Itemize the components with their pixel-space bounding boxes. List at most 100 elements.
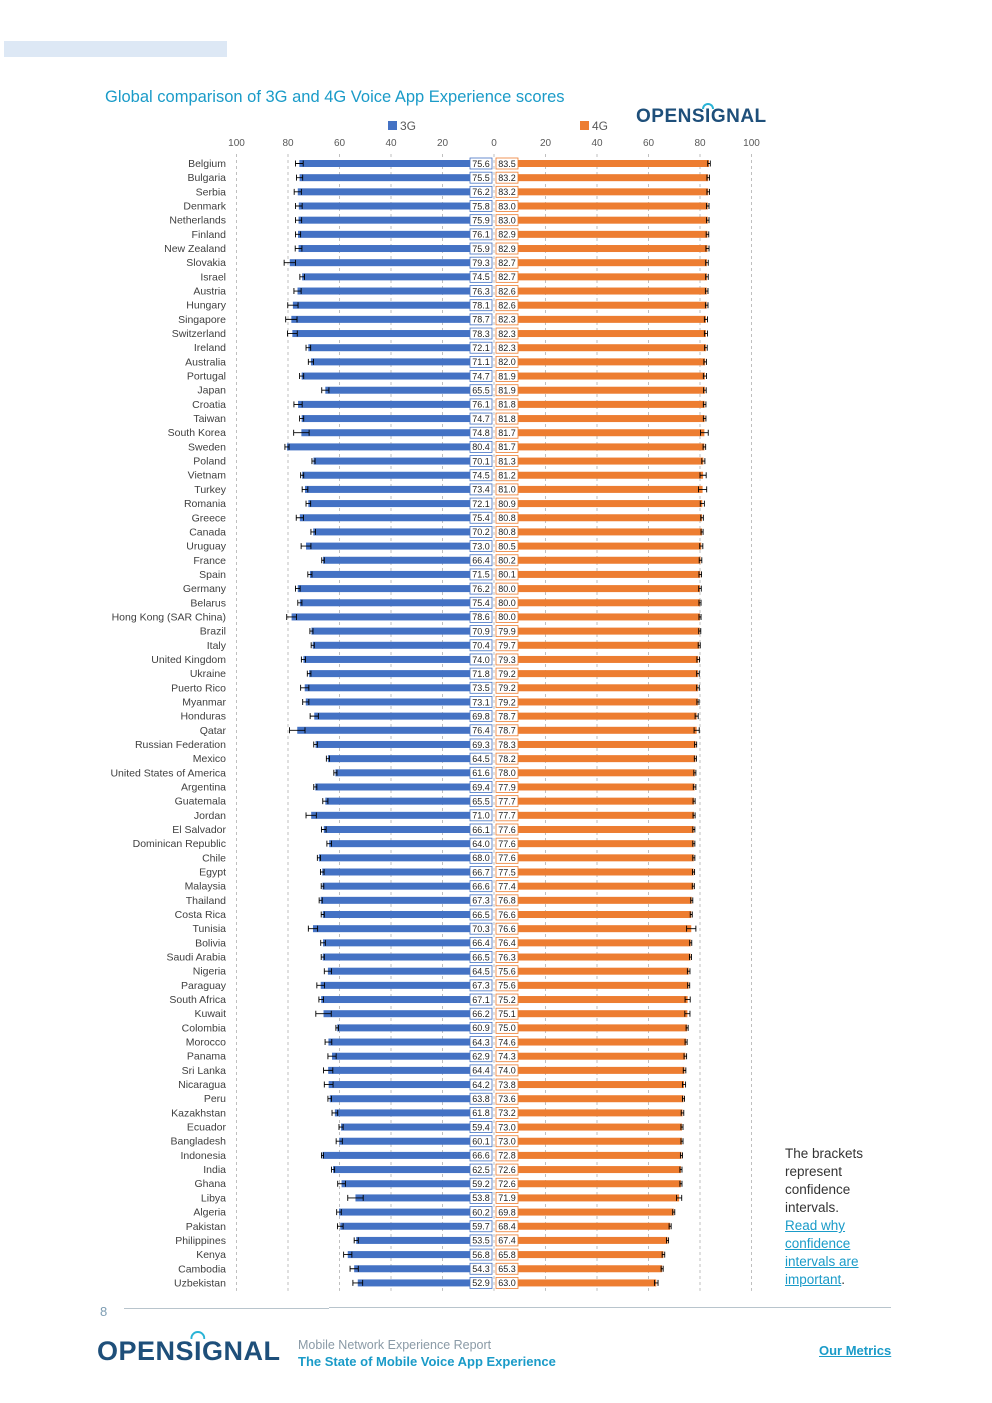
bar-3g (297, 726, 470, 734)
data-label-4g: 79.2 (498, 683, 516, 693)
ci-bracket-3g (295, 217, 303, 224)
data-label-3g: 66.4 (472, 556, 490, 566)
data-label-4g: 80.9 (498, 499, 516, 509)
bar-3g (341, 1123, 470, 1131)
data-label-3g: 66.2 (472, 1009, 490, 1019)
value-box-3g (469, 851, 493, 864)
bar-3g (325, 797, 470, 805)
value-box-4g (495, 398, 519, 411)
ci-bracket-4g (698, 599, 702, 606)
value-box-4g (495, 469, 519, 482)
ci-bracket-3g (295, 160, 304, 167)
data-label-3g: 70.3 (472, 924, 490, 934)
ci-bracket-3g (287, 330, 298, 337)
footer-rule (329, 1307, 891, 1308)
ci-bracket-4g (702, 443, 707, 450)
data-label-4g: 81.0 (498, 485, 516, 495)
data-label-3g: 60.2 (472, 1207, 490, 1217)
country-label: Malaysia (185, 881, 227, 893)
ci-bracket-3g (321, 557, 325, 564)
ci-bracket-3g (327, 1053, 337, 1060)
data-label-4g: 80.2 (498, 556, 516, 566)
value-box-3g (469, 1106, 493, 1119)
bar-4g (518, 1279, 657, 1287)
bar-4g (518, 1024, 688, 1032)
value-box-4g (495, 1192, 519, 1204)
data-label-4g: 78.0 (498, 768, 516, 778)
ci-bracket-4g (703, 358, 707, 365)
data-label-3g: 66.5 (472, 910, 490, 920)
value-box-3g (469, 384, 493, 397)
ci-bracket-3g (293, 288, 302, 295)
bar-4g (518, 415, 705, 423)
bar-4g (518, 769, 695, 777)
ci-bracket-3g (289, 727, 306, 734)
bar-3g (322, 1151, 470, 1159)
data-label-4g: 75.0 (498, 1023, 516, 1033)
data-label-3g: 73.5 (472, 683, 490, 693)
bar-3g (357, 1279, 470, 1287)
bar-4g (518, 981, 689, 989)
data-label-3g: 74.8 (472, 428, 490, 438)
bar-4g (518, 216, 708, 224)
data-label-4g: 77.4 (498, 881, 516, 891)
footer-report-name: Mobile Network Experience Report (298, 1338, 492, 1352)
footer-report-title: The State of Mobile Voice App Experience (298, 1354, 556, 1369)
ci-bracket-3g (331, 1166, 336, 1173)
bar-4g (518, 585, 700, 593)
x-tick-label-left: 80 (282, 138, 294, 149)
bar-3g (302, 273, 470, 281)
ci-bracket-3g (300, 684, 310, 691)
data-label-3g: 76.2 (472, 187, 490, 197)
bar-3g (303, 655, 470, 663)
value-box-3g (469, 355, 493, 368)
data-label-3g: 78.6 (472, 612, 490, 622)
data-label-3g: 73.0 (472, 541, 490, 551)
data-label-3g: 67.1 (472, 995, 490, 1005)
ci-bracket-3g (286, 613, 297, 620)
value-box-3g (469, 1192, 493, 1204)
bar-3g (338, 1208, 470, 1216)
bar-3g (298, 230, 470, 238)
side-note-trail: . (841, 1272, 846, 1287)
our-metrics-link[interactable]: Our Metrics (819, 1343, 892, 1358)
value-box-4g (495, 908, 519, 921)
ci-bracket-3g (302, 698, 310, 705)
country-label: Uruguay (186, 541, 226, 553)
bar-4g (518, 613, 700, 621)
ci-bracket-3g (349, 1265, 359, 1272)
ci-bracket-3g (300, 656, 306, 663)
data-label-3g: 70.2 (472, 527, 490, 537)
ci-bracket-3g (293, 401, 303, 408)
value-box-4g (495, 1021, 519, 1034)
ci-bracket-3g (336, 1209, 342, 1216)
value-box-3g (469, 200, 493, 212)
data-label-4g: 80.0 (498, 584, 516, 594)
data-label-4g: 80.1 (498, 570, 516, 580)
value-box-3g (469, 540, 493, 552)
ci-bracket-3g (307, 358, 314, 365)
value-box-4g (495, 313, 519, 326)
value-box-4g (495, 171, 519, 184)
ci-bracket-3g (323, 968, 332, 975)
ci-bracket-3g (343, 1251, 353, 1258)
confidence-interval-link[interactable]: Read why confidence intervals are import… (785, 1218, 859, 1287)
data-label-3g: 74.7 (472, 371, 490, 381)
ci-bracket-3g (337, 1180, 346, 1187)
x-tick-label-left: 60 (334, 138, 346, 149)
data-label-4g: 78.7 (498, 726, 516, 736)
ci-bracket-3g (300, 472, 305, 479)
ci-bracket-3g (297, 599, 303, 606)
data-label-4g: 65.3 (498, 1264, 516, 1274)
country-label: Japan (197, 385, 226, 397)
data-label-4g: 74.6 (498, 1037, 516, 1047)
bar-3g (314, 712, 470, 720)
country-label: Indonesia (180, 1150, 226, 1162)
ci-bracket-4g (668, 1223, 672, 1230)
value-box-4g (495, 951, 519, 963)
data-label-4g: 80.8 (498, 527, 516, 537)
ci-bracket-4g (680, 1109, 685, 1116)
data-label-4g: 83.2 (498, 187, 516, 197)
data-label-4g: 76.8 (498, 896, 516, 906)
